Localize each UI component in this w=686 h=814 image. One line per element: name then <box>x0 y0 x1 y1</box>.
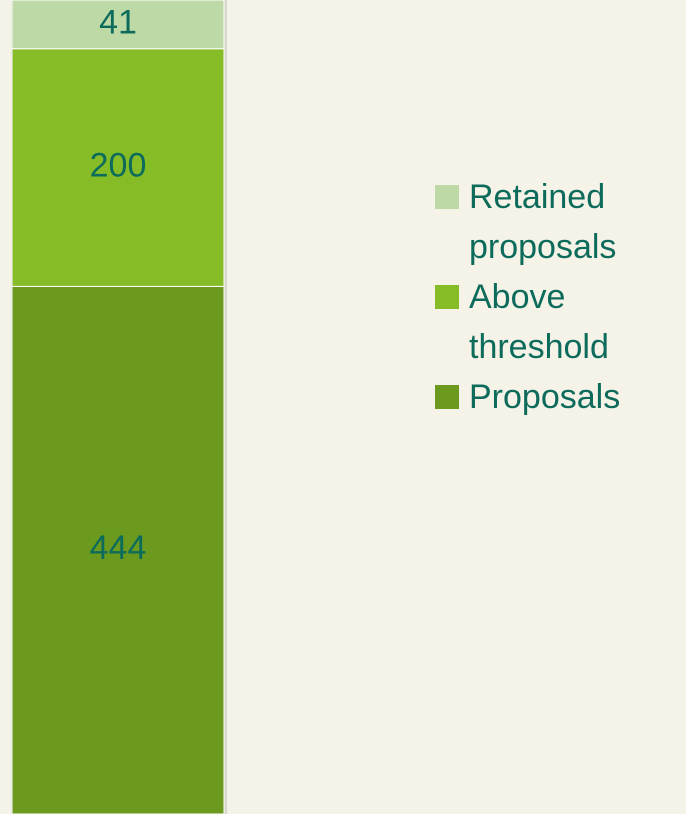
data-label: 41 <box>99 3 137 41</box>
legend-swatch <box>435 285 459 309</box>
bar-segment <box>11 0 225 50</box>
legend-label: Above threshold <box>469 278 609 366</box>
legend-swatch <box>435 385 459 409</box>
data-label: 200 <box>90 147 147 185</box>
legend-entry: Retained proposals <box>435 172 686 272</box>
legend: Retained proposals Above threshold Proposa… <box>435 172 686 422</box>
data-label: 444 <box>90 529 147 567</box>
legend-label: Proposals <box>469 378 621 416</box>
legend-entry: Proposals <box>435 372 686 422</box>
legend-entry: Above threshold <box>435 272 686 372</box>
bar-segment <box>11 285 225 814</box>
legend-label: Retained proposals <box>469 178 617 266</box>
legend-swatch <box>435 185 459 209</box>
